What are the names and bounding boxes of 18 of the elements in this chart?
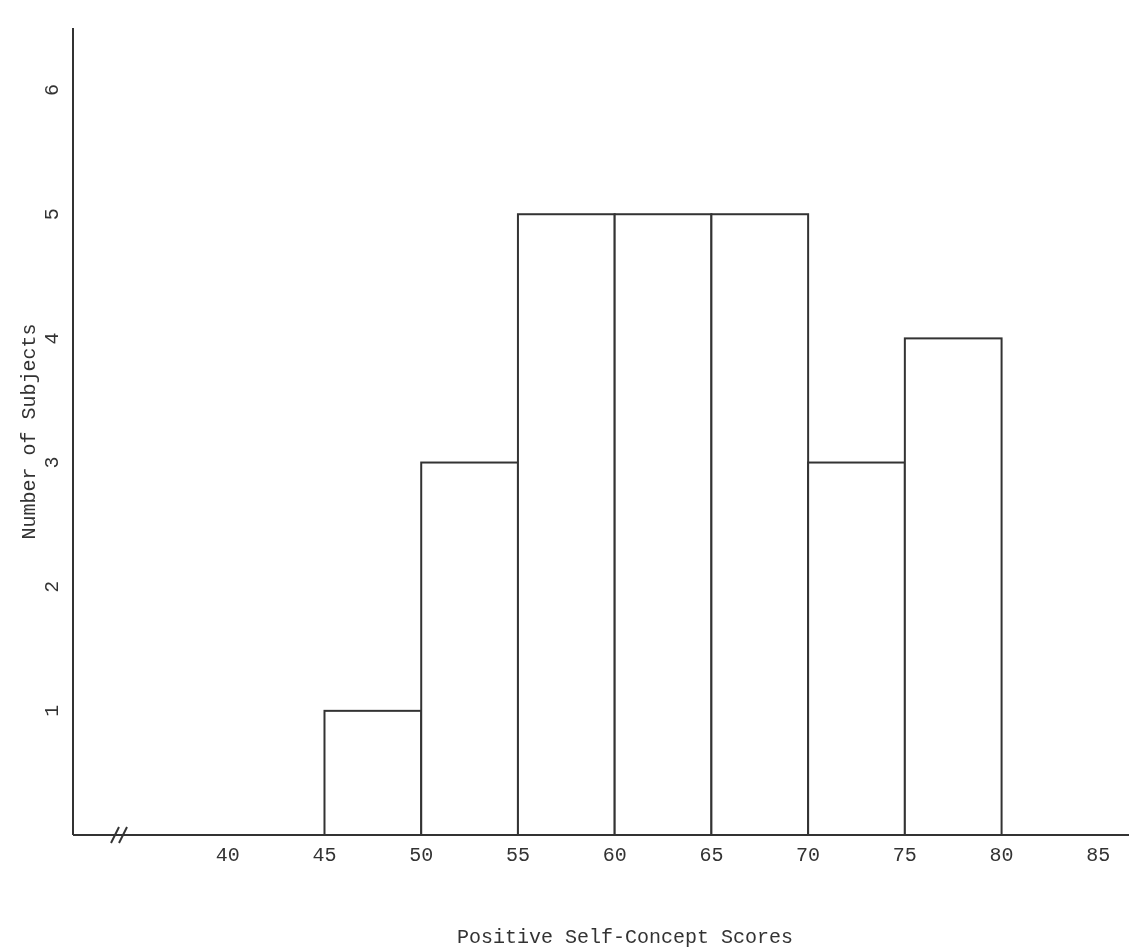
x-tick-label: 60 — [602, 844, 627, 867]
x-tick-label: 85 — [1086, 844, 1111, 867]
x-tick-label: 45 — [312, 844, 337, 867]
y-tick-label: 6 — [41, 84, 65, 97]
y-tick-label: 1 — [41, 704, 65, 717]
y-tick-label: 3 — [41, 456, 65, 469]
x-tick-label: 75 — [892, 844, 917, 867]
y-tick-label: 2 — [41, 580, 65, 593]
x-tick-label: 70 — [796, 844, 821, 867]
x-tick-label: 65 — [699, 844, 724, 867]
y-axis-title: Number of Subjects — [18, 323, 42, 540]
x-tick-label: 55 — [505, 844, 530, 867]
x-tick-label: 40 — [215, 844, 240, 867]
x-tick-label: 50 — [409, 844, 434, 867]
x-tick-label: 80 — [989, 844, 1014, 867]
y-tick-label: 5 — [41, 208, 65, 221]
x-axis-title: Positive Self-Concept Scores — [456, 926, 794, 949]
y-tick-label: 4 — [41, 332, 65, 345]
